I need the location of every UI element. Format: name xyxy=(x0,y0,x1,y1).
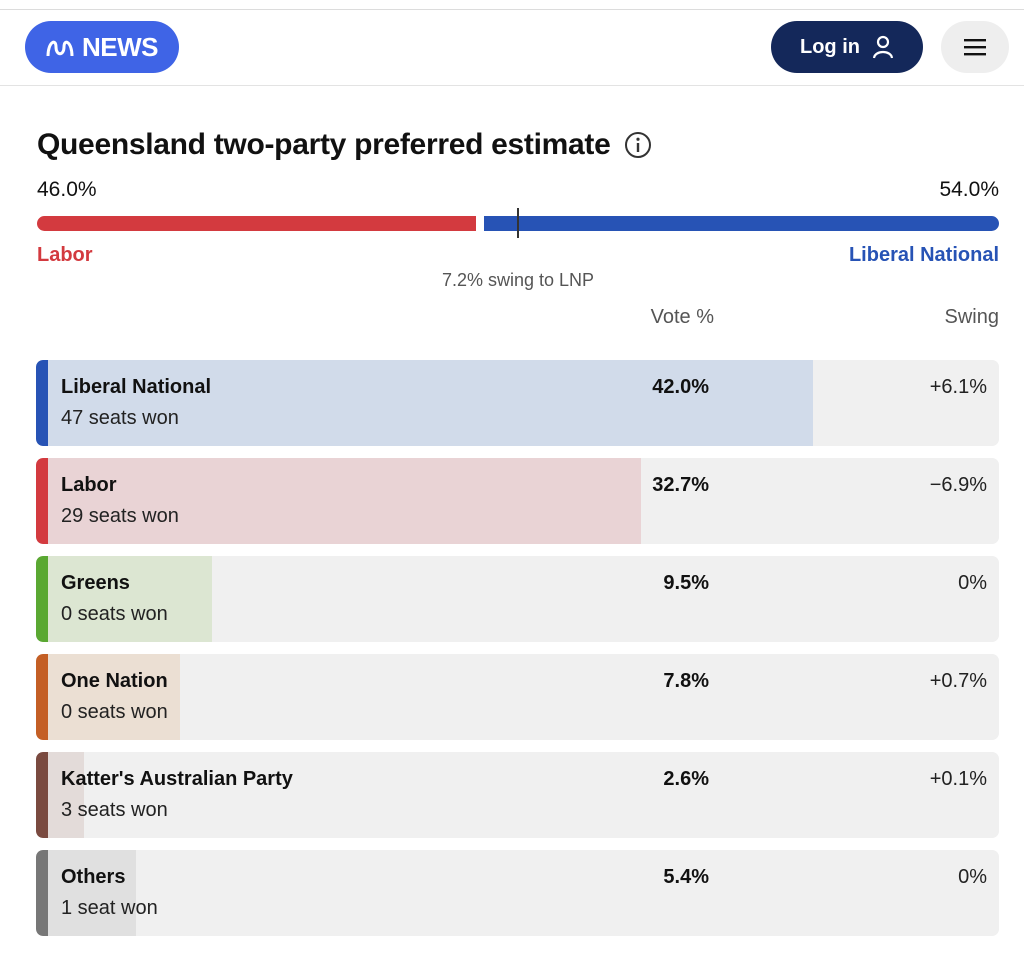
vote-share-bar xyxy=(36,654,180,740)
abc-logo-icon xyxy=(46,40,74,57)
hamburger-icon xyxy=(964,39,986,56)
swing-value: +0.7% xyxy=(929,670,987,692)
labor-tpp-percent: 46.0% xyxy=(37,178,97,201)
party-name: Katter's Australian Party xyxy=(61,768,293,790)
party-row[interactable]: Others 1 seat won 5.4% 0% xyxy=(36,850,999,936)
party-color-stripe xyxy=(36,458,48,544)
swing-column-header: Swing xyxy=(944,306,999,328)
labor-tpp-label: Labor xyxy=(37,244,93,266)
party-row[interactable]: Katter's Australian Party 3 seats won 2.6%… xyxy=(36,752,999,838)
login-button[interactable]: Log in xyxy=(771,21,923,73)
vote-percent: 5.4% xyxy=(663,866,709,888)
vote-share-bar xyxy=(36,458,641,544)
party-name: Greens xyxy=(61,572,130,594)
swing-value: +0.1% xyxy=(929,768,987,790)
vote-percent: 7.8% xyxy=(663,670,709,692)
browser-top-rule xyxy=(0,0,1024,10)
party-row[interactable]: Greens 0 seats won 9.5% 0% xyxy=(36,556,999,642)
swing-summary: 7.2% swing to LNP xyxy=(441,270,595,290)
party-row[interactable]: Labor 29 seats won 32.7% −6.9% xyxy=(36,458,999,544)
vote-percent: 2.6% xyxy=(663,768,709,790)
lnp-tpp-label: Liberal National xyxy=(848,244,999,266)
party-color-stripe xyxy=(36,850,48,936)
swing-value: 0% xyxy=(958,572,987,594)
swing-value: +6.1% xyxy=(929,376,987,398)
fifty-percent-marker xyxy=(517,208,519,238)
swing-value: 0% xyxy=(958,866,987,888)
seats-won: 0 seats won xyxy=(61,603,168,625)
seats-won: 1 seat won xyxy=(61,897,158,919)
user-icon xyxy=(872,35,894,59)
tpp-title-row: Queensland two-party preferred estimate xyxy=(37,128,652,162)
vote-percent: 32.7% xyxy=(652,474,709,496)
vote-column-header: Vote % xyxy=(650,306,714,328)
party-row[interactable]: One Nation 0 seats won 7.8% +0.7% xyxy=(36,654,999,740)
seats-won: 47 seats won xyxy=(61,407,179,429)
login-label: Log in xyxy=(800,35,860,58)
party-name: One Nation xyxy=(61,670,168,692)
lnp-tpp-bar xyxy=(484,216,999,231)
vote-percent: 42.0% xyxy=(652,376,709,398)
party-name: Labor xyxy=(61,474,117,496)
party-color-stripe xyxy=(36,360,48,446)
seats-won: 29 seats won xyxy=(61,505,179,527)
party-name: Liberal National xyxy=(61,376,212,398)
party-color-stripe xyxy=(36,654,48,740)
party-color-stripe xyxy=(36,752,48,838)
party-color-stripe xyxy=(36,556,48,642)
info-icon[interactable] xyxy=(624,131,652,159)
seats-won: 3 seats won xyxy=(61,799,168,821)
abc-news-logo[interactable]: NEWS xyxy=(25,21,179,73)
menu-button[interactable] xyxy=(941,21,1009,73)
vote-share-bar xyxy=(36,850,136,936)
logo-text: NEWS xyxy=(82,31,159,62)
vote-percent: 9.5% xyxy=(663,572,709,594)
party-name: Others xyxy=(61,866,126,888)
swing-value: −6.9% xyxy=(929,474,987,496)
vote-share-bar xyxy=(36,556,212,642)
seats-won: 0 seats won xyxy=(61,701,168,723)
party-row[interactable]: Liberal National 47 seats won 42.0% +6.1% xyxy=(36,360,999,446)
lnp-tpp-percent: 54.0% xyxy=(939,178,999,201)
labor-tpp-bar xyxy=(37,216,476,231)
page-title: Queensland two-party preferred estimate xyxy=(37,128,611,161)
vote-share-bar xyxy=(36,360,813,446)
site-header: NEWS Log in xyxy=(0,10,1024,86)
